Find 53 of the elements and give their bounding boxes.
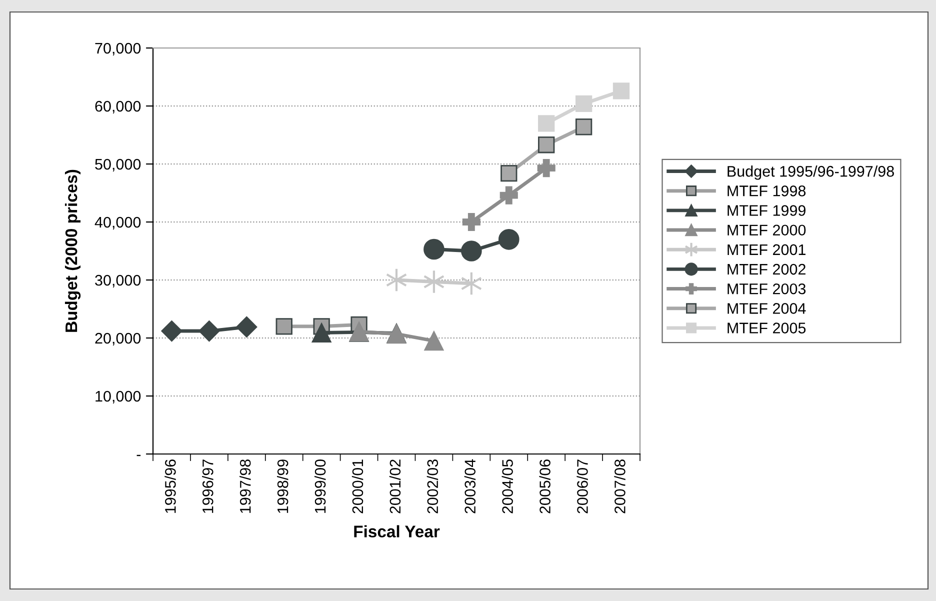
point — [538, 136, 555, 154]
x-tick-label: 2002/03 — [426, 460, 438, 514]
point — [612, 82, 630, 100]
y-tick-label: 30,000 — [95, 274, 141, 288]
point — [538, 115, 555, 132]
y-axis-title: Budget (2000 prices) — [64, 170, 81, 332]
point — [424, 331, 444, 351]
x-tick-label: 1999/00 — [314, 459, 326, 513]
y-tick-label: - — [136, 454, 141, 456]
point — [424, 238, 444, 260]
point — [161, 320, 182, 342]
point — [498, 228, 520, 250]
legend-label: MTEF 1998 — [728, 186, 806, 196]
x-axis-title: Fiscal Year — [354, 525, 440, 538]
point — [198, 320, 220, 342]
x-tick-label: 2000/01 — [352, 460, 364, 514]
legend-label: MTEF 2004 — [728, 303, 806, 314]
legend-label: MTEF 2005 — [728, 322, 806, 334]
legend-label: MTEF 1999 — [728, 205, 806, 216]
x-tick-label: 1997/98 — [240, 460, 251, 513]
x-tick-label: 2003/04 — [464, 459, 476, 514]
point — [386, 268, 408, 292]
point — [575, 118, 592, 136]
x-tick-label: 2004/05 — [502, 459, 513, 514]
point — [500, 164, 518, 182]
y-tick-label: 60,000 — [95, 100, 141, 114]
y-tick-label: 10,000 — [96, 390, 141, 404]
legend-label: MTEF 2000 — [728, 224, 806, 236]
point — [461, 240, 482, 262]
y-tick-label: 40,000 — [94, 216, 141, 230]
point — [276, 318, 292, 335]
x-tick-label: 2001/02 — [389, 460, 401, 514]
point — [575, 95, 592, 112]
legend-label: Budget 1995/96-1997/98 — [728, 166, 894, 180]
point — [312, 323, 332, 343]
x-tick-label: 1996/97 — [202, 460, 214, 513]
x-tick-label: 1995/96 — [164, 460, 176, 513]
point — [500, 186, 518, 204]
x-tick-label: 2007/08 — [614, 460, 626, 514]
x-tick-label: 2005/06 — [539, 460, 550, 514]
legend-label: MTEF 2001 — [728, 244, 806, 256]
point — [537, 159, 556, 178]
y-tick-label: 20,000 — [95, 332, 141, 346]
y-tick-label: 70,000 — [95, 42, 141, 56]
legend-label: MTEF 2003 — [728, 283, 806, 294]
x-tick-label: 2006/07 — [576, 460, 588, 514]
point — [462, 212, 480, 232]
x-tick-label: 1998/99 — [276, 460, 288, 513]
point — [460, 271, 482, 296]
point — [423, 270, 445, 294]
y-tick-label: 50,000 — [95, 158, 141, 172]
point — [236, 316, 258, 338]
legend-label: MTEF 2002 — [728, 264, 806, 275]
